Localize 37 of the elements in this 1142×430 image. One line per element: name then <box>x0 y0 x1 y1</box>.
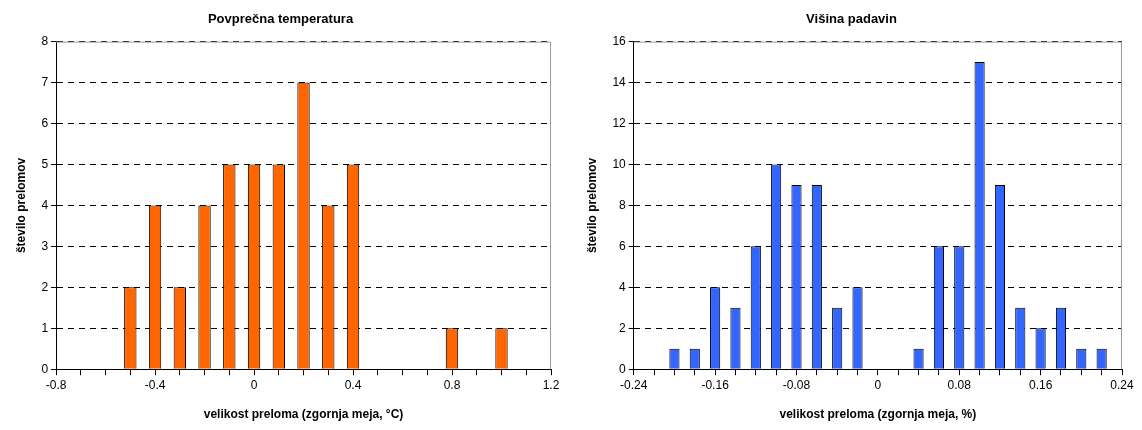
x-tick-label: -0.16 <box>701 377 730 392</box>
x-tick-label: 1.2 <box>542 377 560 392</box>
y-tick-label: 16 <box>612 33 627 48</box>
y-tick-label: 6 <box>619 238 627 253</box>
x-tick-label: 0.4 <box>344 377 362 392</box>
x-tick-label: 0 <box>250 377 258 392</box>
y-axis-title: število prelomov <box>584 157 599 254</box>
chart-title: Povprečna temperatura <box>207 11 354 27</box>
x-tick-label: 0.08 <box>947 377 972 392</box>
x-tick-label: -0.4 <box>144 377 166 392</box>
y-tick-label: 8 <box>619 197 627 212</box>
y-tick-label: 1 <box>41 320 49 335</box>
x-tick-label: 0.16 <box>1028 377 1053 392</box>
y-tick-label: 4 <box>41 197 49 212</box>
y-tick-label: 3 <box>41 238 49 253</box>
y-tick-label: 2 <box>41 279 49 294</box>
y-tick-label: 10 <box>612 156 627 171</box>
y-tick-label: 5 <box>41 156 49 171</box>
x-tick-label: 0.8 <box>443 377 461 392</box>
x-tick-label: 0.24 <box>1110 377 1134 392</box>
x-tick-label: -0.08 <box>782 377 811 392</box>
y-tick-label: 0 <box>41 361 49 376</box>
y-tick-label: 2 <box>619 320 627 335</box>
x-axis-title: velikost preloma (zgornja meja, %) <box>779 407 977 422</box>
y-tick-label: 6 <box>41 115 49 130</box>
x-tick-label: -0.24 <box>620 377 648 392</box>
y-tick-label: 8 <box>41 33 49 48</box>
x-axis-title: velikost preloma (zgornja meja, °C) <box>203 407 404 422</box>
x-tick-label: -0.8 <box>45 377 67 392</box>
y-tick-label: 7 <box>41 74 49 89</box>
y-tick-label: 12 <box>612 115 627 130</box>
x-tick-label: 0 <box>874 377 882 392</box>
chart-title: Višina padavin <box>806 11 897 27</box>
y-axis-title: število prelomov <box>13 157 28 254</box>
y-tick-label: 14 <box>612 74 627 89</box>
y-tick-label: 4 <box>619 279 627 294</box>
y-tick-label: 0 <box>619 361 627 376</box>
